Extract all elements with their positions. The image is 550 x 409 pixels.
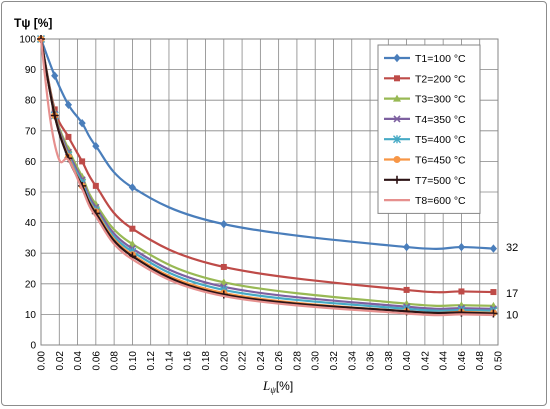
- legend-label: T8=600 °C: [415, 195, 466, 207]
- end-value-label: 17: [506, 288, 518, 300]
- legend-marker: [393, 115, 401, 123]
- legend-label: T1=100 °C: [415, 53, 466, 65]
- y-tick-label: 70: [25, 126, 37, 137]
- axis-layer: 0 10 20 30 40 50 60 70 80 90 100 0.00 0.02 0.04 0.06 0.…: [14, 16, 505, 395]
- x-tick-label: 0.02: [55, 351, 66, 371]
- label-layer: 32 17 10: [506, 242, 518, 321]
- data-point: [65, 133, 72, 140]
- legend-item: T1=100 °C: [384, 53, 466, 65]
- x-tick-label: 0.18: [201, 351, 212, 371]
- data-point: [220, 263, 227, 270]
- data-point: [78, 118, 86, 128]
- x-tick-label: 0.44: [439, 351, 450, 371]
- y-axis-title: Tψ [%]: [14, 16, 52, 30]
- y-tick-label: 10: [25, 310, 37, 321]
- series-layer: [37, 34, 498, 318]
- y-tick-label: 0: [30, 341, 36, 352]
- x-tick-label: 0.00: [37, 351, 48, 371]
- data-point: [79, 158, 86, 165]
- end-value-label: 10: [506, 309, 518, 321]
- y-tick-label: 30: [25, 249, 37, 260]
- legend-item: T7=500 °C: [384, 175, 466, 187]
- legend-label: T5=400 °C: [415, 134, 466, 146]
- x-tick-label: 0.14: [164, 351, 175, 371]
- x-tick-label: 0.32: [329, 351, 340, 371]
- series-7: [37, 35, 498, 318]
- legend-label: T3=300 °C: [415, 94, 466, 106]
- data-point: [220, 219, 228, 229]
- data-point: [50, 111, 59, 120]
- series-8: [39, 38, 494, 317]
- legend-marker: [393, 94, 401, 102]
- x-tick-label: 0.04: [73, 351, 84, 371]
- legend-marker: [393, 175, 401, 184]
- x-tick-label: 0.42: [420, 351, 431, 371]
- y-tick-label: 20: [25, 279, 37, 290]
- x-tick-label: 0.36: [366, 351, 377, 371]
- data-point: [489, 244, 498, 253]
- data-point: [92, 141, 100, 151]
- data-point: [490, 289, 497, 296]
- x-tick-label: 0.20: [219, 351, 230, 371]
- data-point: [489, 309, 498, 318]
- y-tick-label: 100: [19, 35, 36, 46]
- x-tick-label: 0.24: [256, 351, 267, 371]
- data-point: [129, 225, 136, 232]
- x-tick-label: 0.30: [311, 351, 322, 371]
- x-tick-label: 0.12: [146, 351, 157, 371]
- legend-marker: [393, 156, 401, 163]
- y-tick-label: 60: [25, 157, 37, 168]
- legend: T1=100 °C T2=200 °C T3=300 °C T4=350 °C T5=4…: [377, 44, 481, 214]
- data-point: [458, 288, 465, 295]
- x-axis-title: Lψ[%]: [262, 378, 293, 395]
- data-point: [403, 242, 411, 252]
- x-tick-label: 0.50: [494, 351, 505, 371]
- x-tick-label: 0.08: [110, 351, 121, 371]
- x-tick-label: 0.40: [402, 351, 413, 371]
- y-tick-label: 50: [25, 188, 37, 199]
- data-point: [64, 100, 73, 109]
- legend-label: T7=500 °C: [415, 175, 466, 187]
- x-tick-label: 0.34: [347, 351, 358, 371]
- legend-marker: [393, 53, 401, 63]
- data-point: [457, 242, 466, 252]
- x-tick-label: 0.22: [238, 351, 249, 371]
- data-point: [128, 240, 137, 248]
- y-tick-label: 40: [25, 218, 37, 229]
- data-point: [403, 286, 410, 293]
- legend-item: T2=200 °C: [384, 73, 466, 85]
- data-point: [219, 278, 228, 286]
- legend-item: T3=300 °C: [384, 94, 466, 106]
- legend-label: T2=200 °C: [415, 73, 466, 85]
- end-value-label: 32: [506, 242, 518, 254]
- legend-item: T4=350 °C: [384, 114, 466, 126]
- legend-label: T6=450 °C: [415, 155, 466, 167]
- legend-label: T4=350 °C: [415, 114, 466, 126]
- x-tick-label: 0.06: [91, 351, 102, 371]
- series-line: [39, 38, 494, 317]
- legend-item: T8=600 °C: [384, 195, 466, 207]
- legend-item: T5=400 °C: [384, 134, 466, 146]
- y-tick-label: 80: [25, 96, 37, 107]
- x-tick-label: 0.16: [183, 351, 194, 371]
- x-tick-label: 0.48: [475, 351, 486, 371]
- x-tick-label: 0.26: [274, 351, 285, 371]
- data-point: [128, 183, 136, 192]
- y-tick-label: 90: [25, 65, 37, 76]
- legend-item: T6=450 °C: [384, 155, 466, 167]
- legend-marker: [393, 135, 401, 144]
- data-point: [92, 182, 99, 189]
- x-tick-label: 0.38: [384, 351, 395, 371]
- x-tick-label: 0.28: [292, 351, 303, 371]
- data-point: [51, 71, 59, 80]
- plot-area-border: [40, 38, 499, 346]
- legend-box: [377, 44, 481, 214]
- legend-marker: [394, 75, 400, 82]
- x-tick-label: 0.46: [457, 351, 468, 371]
- x-tick-label: 0.10: [128, 351, 139, 371]
